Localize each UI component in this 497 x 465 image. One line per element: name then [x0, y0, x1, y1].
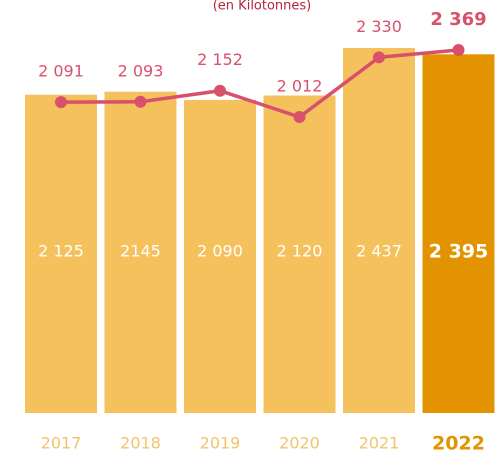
- x-tick-label: 2022: [432, 433, 485, 455]
- bar: [184, 99, 256, 414]
- line-point: [293, 111, 306, 123]
- line-point: [214, 84, 226, 97]
- chart-subtitle: (en Kilotonnes): [213, 0, 312, 14]
- line-label: 2 012: [277, 77, 323, 96]
- bar-label: 2 090: [197, 242, 243, 261]
- line-point: [373, 51, 385, 64]
- bar-label: 2 437: [356, 242, 402, 261]
- bar-label: 2145: [120, 242, 161, 261]
- x-tick-label: 2020: [279, 434, 320, 453]
- line-label: 2 091: [38, 62, 84, 81]
- line-label: 2 369: [430, 9, 486, 30]
- line-point: [452, 44, 465, 56]
- line-label: 2 152: [197, 50, 243, 69]
- bar: [263, 95, 336, 413]
- bar-label: 2 120: [277, 242, 323, 261]
- line-point: [134, 95, 147, 108]
- bar: [343, 48, 415, 413]
- bar-label: 2 395: [429, 241, 489, 263]
- x-tick-label: 2017: [41, 434, 82, 453]
- x-tick-label: 2019: [200, 434, 241, 453]
- line-label: 2 330: [356, 17, 402, 36]
- x-tick-label: 2018: [120, 434, 161, 453]
- bar: [104, 91, 177, 413]
- bar: [422, 54, 495, 413]
- line-point: [55, 96, 67, 109]
- bar-label: 2 125: [38, 242, 84, 261]
- x-tick-label: 2021: [359, 434, 400, 453]
- line: [60, 48, 459, 119]
- bar: [25, 94, 97, 413]
- line-label: 2 093: [118, 61, 164, 80]
